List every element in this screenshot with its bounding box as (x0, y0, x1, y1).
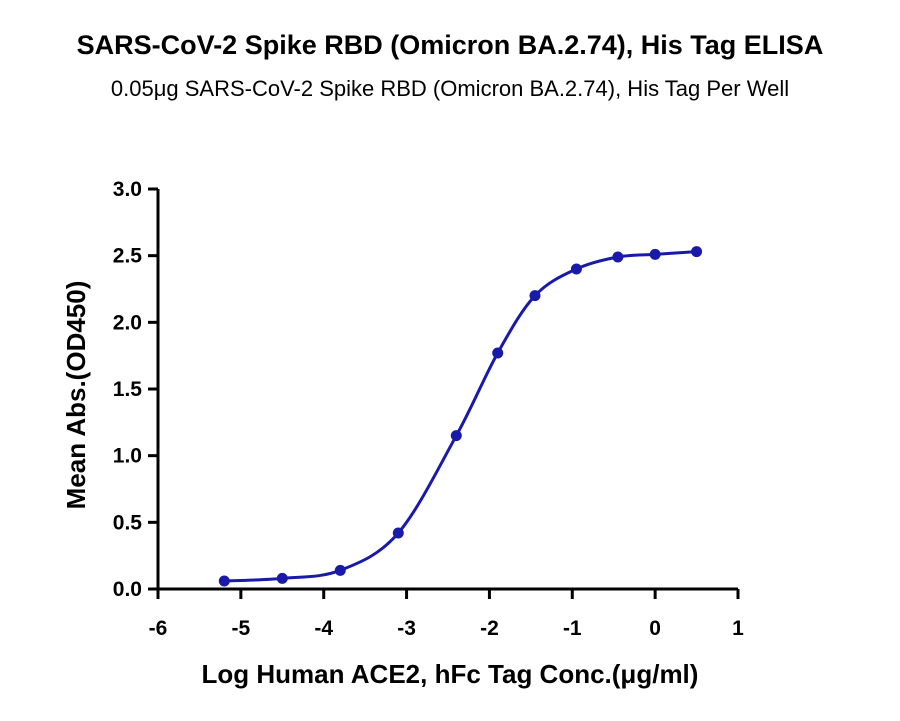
data-point (276, 572, 288, 584)
x-tick-label: -1 (563, 617, 582, 640)
y-tick-label: 0.5 (113, 511, 143, 534)
chart-title: SARS-CoV-2 Spike RBD (Omicron BA.2.74), … (76, 30, 824, 60)
x-tick-label: -3 (397, 617, 416, 640)
x-tick-label: 1 (732, 617, 744, 640)
data-point (529, 290, 541, 302)
data-point (492, 347, 504, 359)
y-tick-label: 2.5 (113, 245, 143, 268)
axes (148, 187, 740, 599)
y-axis-label: Mean Abs.(OD450) (61, 281, 91, 510)
data-points-layer (218, 246, 703, 587)
x-axis-label: Log Human ACE2, hFc Tag Conc.(μg/ml) (202, 659, 699, 689)
data-point (691, 246, 703, 258)
y-tick-label: 1.0 (113, 445, 142, 468)
data-point (334, 564, 346, 576)
y-tick-label: 1.5 (113, 378, 143, 401)
data-point (392, 527, 404, 539)
x-tick-label: -5 (232, 617, 251, 640)
tick-labels-layer: 0.0 0.5 1.0 1.5 2.0 2.5 3.0 -6 -5 -4 -3 -2 -1 0 1 (113, 178, 744, 640)
x-tick-label: -4 (314, 617, 333, 640)
x-tick-label: 0 (649, 617, 661, 640)
data-point (570, 263, 582, 275)
fit-curve-layer (224, 250, 697, 583)
y-tick-label: 3.0 (113, 178, 142, 201)
x-tick-label: -6 (149, 617, 168, 640)
y-tick-label: 2.0 (113, 311, 142, 334)
y-tick-label: 0.0 (113, 578, 142, 601)
fit-curve (224, 250, 697, 583)
chart-subtitle: 0.05μg SARS-CoV-2 Spike RBD (Omicron BA.… (110, 76, 790, 101)
data-point (218, 575, 230, 587)
x-tick-label: -2 (480, 617, 499, 640)
data-point (649, 248, 661, 260)
data-point (450, 430, 462, 442)
data-point (612, 251, 624, 263)
